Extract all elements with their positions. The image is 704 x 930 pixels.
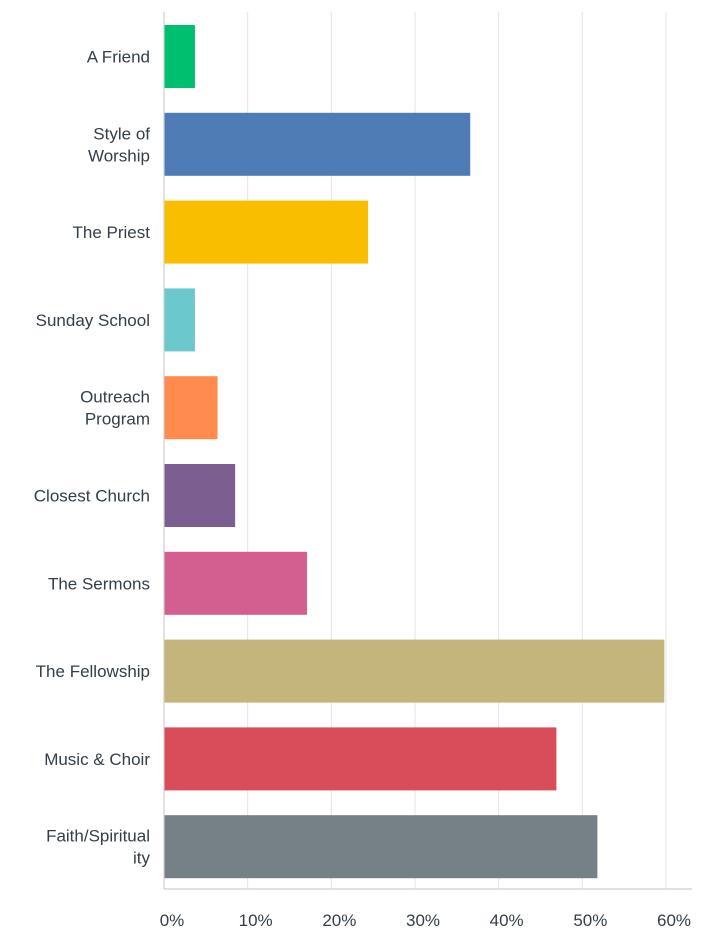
category-label: A Friend bbox=[87, 48, 150, 67]
x-tick-label: 10% bbox=[239, 911, 273, 930]
x-tick-label: 40% bbox=[490, 911, 524, 930]
category-label: Closest Church bbox=[34, 487, 150, 506]
bar-a-friend bbox=[164, 25, 195, 88]
category-label: The Sermons bbox=[48, 574, 150, 593]
bar-outreach-program bbox=[164, 376, 218, 440]
x-tick-label: 20% bbox=[322, 911, 356, 930]
x-tick-label: 30% bbox=[406, 911, 440, 930]
bars bbox=[164, 25, 665, 879]
category-label: Music & Choir bbox=[44, 750, 150, 769]
category-labels: A Friend Style of Worship The Priest Sunday … bbox=[34, 48, 151, 868]
bar-sunday-school bbox=[164, 288, 195, 352]
category-label: Outreach bbox=[80, 388, 150, 407]
x-tick-label: 60% bbox=[657, 911, 691, 930]
bar-music-choir bbox=[164, 727, 557, 791]
x-tick-label: 0% bbox=[160, 911, 185, 930]
bar-closest-church bbox=[164, 464, 236, 527]
category-label: Worship bbox=[88, 146, 150, 165]
category-label: ity bbox=[133, 849, 151, 868]
bar-the-fellowship bbox=[164, 639, 665, 703]
x-tick-label: 50% bbox=[573, 911, 607, 930]
category-label: Program bbox=[85, 410, 150, 429]
bar-the-sermons bbox=[164, 551, 308, 615]
bar-the-priest bbox=[164, 200, 369, 264]
bar-faith-spirituality bbox=[164, 815, 598, 879]
category-label: Faith/Spiritual bbox=[46, 827, 150, 846]
bar-style-of-worship bbox=[164, 112, 471, 176]
category-label: Sunday School bbox=[36, 311, 150, 330]
category-label: Style of bbox=[93, 124, 150, 143]
category-label: The Fellowship bbox=[36, 662, 150, 681]
category-label: The Priest bbox=[73, 223, 151, 242]
axes bbox=[163, 12, 692, 890]
tick-labels: 0% 10% 20% 30% 40% 50% 60% bbox=[160, 911, 691, 930]
